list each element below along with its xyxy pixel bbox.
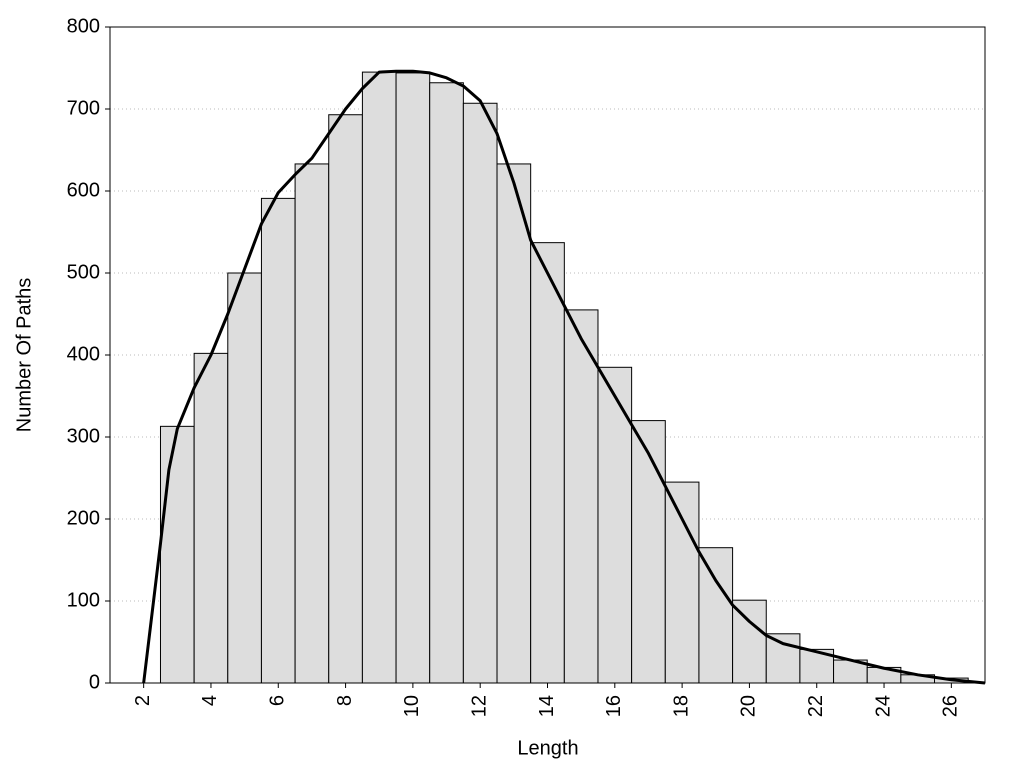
x-tick-label: 2 xyxy=(132,695,154,706)
bar xyxy=(227,272,262,684)
bar xyxy=(429,82,464,684)
bar xyxy=(328,114,363,684)
y-axis-title: Number Of Paths xyxy=(13,278,35,433)
x-tick-label: 10 xyxy=(401,695,423,717)
bar xyxy=(395,72,431,684)
bar xyxy=(193,352,229,684)
x-tick-label: 24 xyxy=(872,695,894,717)
x-tick-label: 26 xyxy=(940,695,962,717)
x-tick-label: 16 xyxy=(603,695,625,717)
bar xyxy=(496,163,532,684)
y-tick-label: 600 xyxy=(67,179,100,201)
y-tick-label: 100 xyxy=(67,589,100,611)
bar xyxy=(698,547,734,684)
y-tick-label: 400 xyxy=(67,343,100,365)
y-tick-label: 300 xyxy=(67,425,100,447)
y-tick-label: 0 xyxy=(89,671,100,693)
bar xyxy=(294,163,330,684)
bar xyxy=(159,425,195,684)
x-tick-label: 12 xyxy=(468,695,490,717)
x-tick-label: 6 xyxy=(267,695,289,706)
x-tick-label: 4 xyxy=(199,695,221,706)
bar xyxy=(563,309,599,684)
bar xyxy=(732,599,767,684)
x-axis-title: Length xyxy=(517,737,578,759)
bar xyxy=(361,71,397,684)
plot-frame xyxy=(109,26,986,684)
y-tick-label: 500 xyxy=(67,261,100,283)
bar xyxy=(765,633,801,684)
bar xyxy=(664,481,700,684)
bar xyxy=(530,242,565,684)
curve xyxy=(142,69,986,685)
x-tick-label: 20 xyxy=(738,695,760,717)
bar xyxy=(631,420,666,684)
x-tick-label: 22 xyxy=(805,695,827,717)
y-tick-label: 200 xyxy=(67,507,100,529)
x-tick-label: 18 xyxy=(670,695,692,717)
bar xyxy=(462,102,498,684)
x-tick-label: 14 xyxy=(536,695,558,717)
y-tick-label: 700 xyxy=(67,97,100,119)
bar xyxy=(260,197,296,684)
x-tick-label: 8 xyxy=(334,695,356,706)
y-tick-label: 800 xyxy=(67,15,100,37)
